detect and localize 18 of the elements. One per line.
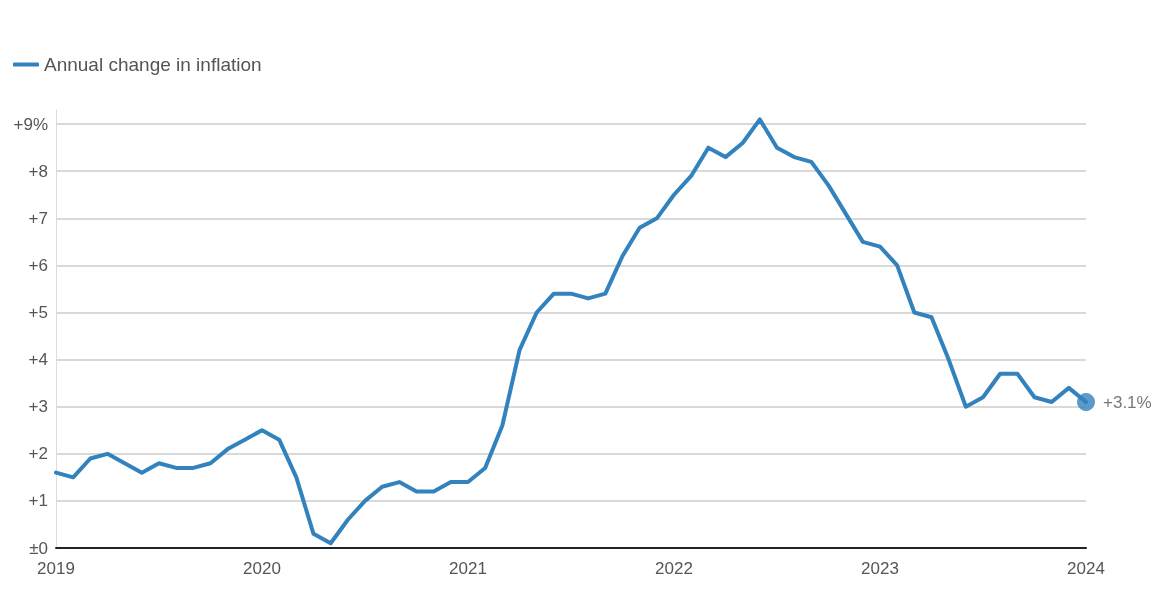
y-tick-label: +1	[28, 491, 48, 511]
y-tick-label: +7	[28, 208, 48, 228]
x-tick-label: 2022	[655, 559, 693, 578]
y-tick-label: +8	[28, 161, 48, 181]
y-tick-label: +4	[28, 350, 48, 370]
annotation: +3.1%	[1103, 392, 1152, 412]
x-tick-label: 2020	[243, 559, 281, 578]
y-tick-label: +5	[28, 303, 48, 323]
x-tick-label: 2023	[861, 559, 899, 578]
x-tick-label: 2019	[37, 559, 75, 578]
x-tick-label: 2021	[449, 559, 487, 578]
legend-label: Annual change in inflation	[44, 54, 262, 75]
y-tick-label: +2	[28, 444, 48, 464]
y-tick-label: +3	[28, 397, 48, 417]
y-tick-label: +6	[28, 255, 48, 275]
y-tick-label: ±0	[29, 538, 48, 558]
y-tick-label: +9%	[13, 114, 48, 134]
x-tick-label: 2024	[1067, 559, 1105, 578]
